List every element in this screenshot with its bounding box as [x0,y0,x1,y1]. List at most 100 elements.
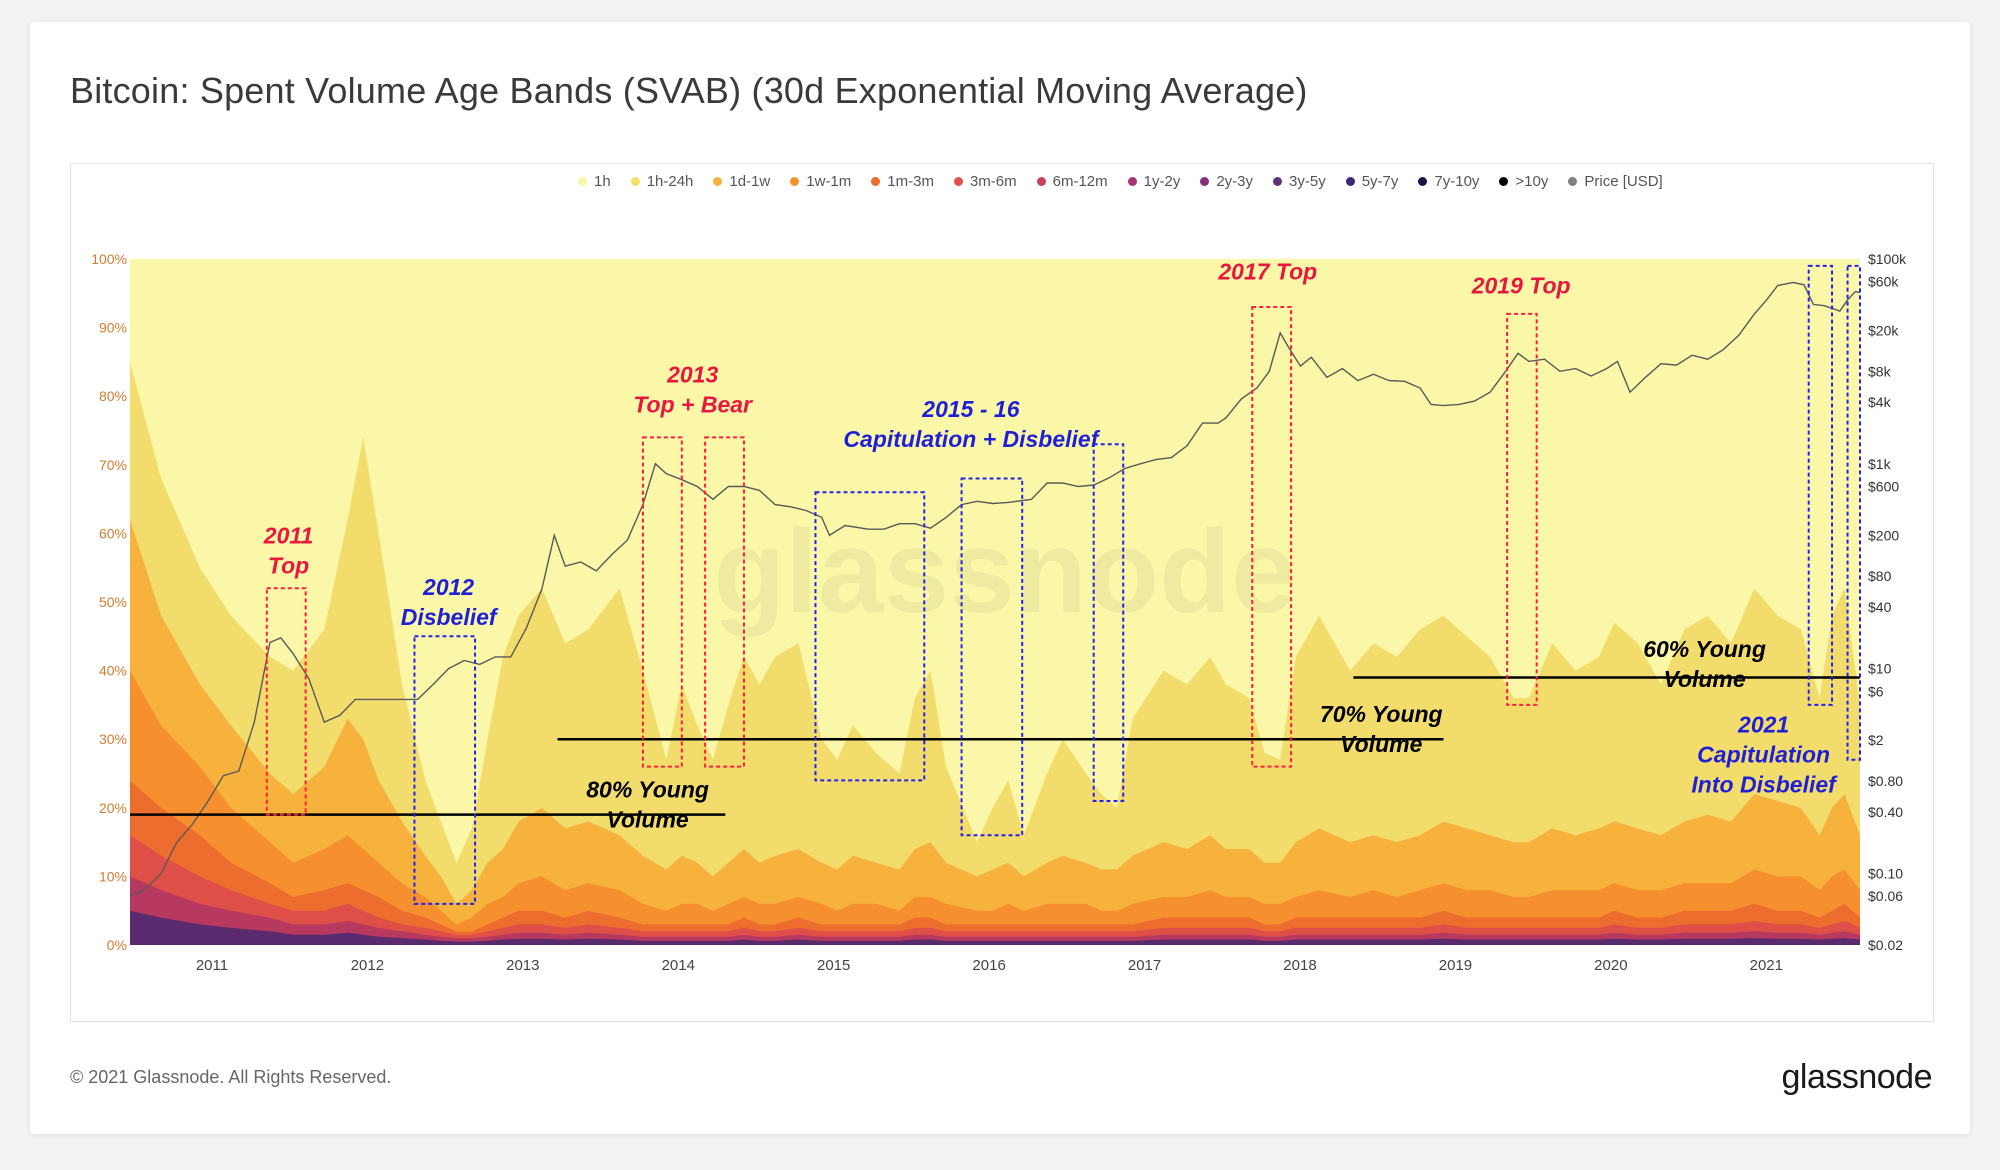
legend-label: >10y [1515,173,1549,190]
svab-chart: glassnode 0% 10% 20% 30% 40% 50% 60% 70% 80% 90% 10… [91,251,1907,974]
threshold-label: Volume [606,807,688,833]
annotation-label: 2012 [422,574,474,600]
annotation-label: 2013 [666,361,718,387]
legend-label: 2y-3y [1216,173,1254,190]
x-tick: 2011 [196,957,228,974]
y-right-tick: $20k [1868,323,1899,339]
legend-item-5[interactable]: 3m-6m [953,173,1017,190]
annotation-label: 2019 Top [1471,272,1571,298]
y-right-tick: $600 [1868,479,1899,495]
legend-item-12[interactable]: >10y [1499,173,1548,190]
legend-item-4[interactable]: 1m-3m [871,173,934,190]
x-tick: 2018 [1283,957,1316,974]
band-1h-24h [130,361,1860,945]
y-left-tick: 30% [99,731,127,747]
annotation-box [1251,306,1293,768]
x-tick: 2021 [1750,957,1783,974]
legend-item-2[interactable]: 1d-1w [713,173,770,190]
y-left-tick: 60% [99,525,127,541]
legend-label: 1d-1w [729,173,771,190]
threshold-label: 70% Young [1320,701,1443,727]
x-tick: 2013 [506,957,539,974]
legend-dot [1418,177,1428,186]
y-right-tick: $0.80 [1868,773,1903,789]
chart-panel: glassnode 0% 10% 20% 30% 40% 50% 60% 70% 80% 90% 10… [70,163,1934,1022]
annotation-label: Into Disbelief [1691,771,1838,797]
legend-dot [790,177,800,186]
annotation-box [641,436,683,768]
y-right-tick: $200 [1868,527,1899,543]
y-right-tick: $40 [1868,599,1892,615]
annotation-label: Top [268,553,309,579]
y-left-tick: 100% [91,251,127,267]
annotation-label: Disbelief [401,604,499,630]
y-right-tick: $80 [1868,568,1892,584]
legend-item-8[interactable]: 2y-3y [1200,173,1253,190]
annotation-box [704,436,745,768]
annotation-box [1092,443,1125,802]
legend-dot [1127,177,1137,186]
legend-item-11[interactable]: 7y-10y [1418,173,1479,190]
annotation-label: 2017 Top [1217,259,1317,285]
legend-item-7[interactable]: 1y-2y [1127,173,1181,190]
legend-item-13[interactable]: Price [USD] [1568,173,1663,190]
annotation-label: Capitulation [1697,741,1830,767]
legend-item-1[interactable]: 1h-24h [630,173,694,190]
legend-item-6[interactable]: 6m-12m [1036,173,1108,190]
y-right-tick: $0.10 [1868,865,1903,881]
legend-label: 1m-3m [887,173,934,190]
band-1d-1w [130,519,1860,945]
legend-label: 3m-6m [969,173,1017,190]
y-left-tick: 0% [107,937,127,953]
y-right-tick: $6 [1868,683,1884,699]
legend-item-10[interactable]: 5y-7y [1345,173,1399,190]
annotation-label: Capitulation + Disbelief [843,426,1100,452]
x-tick: 2015 [817,957,850,974]
x-tick: 2016 [972,957,1005,974]
legend-label: 5y-7y [1361,173,1399,190]
y-left-tick: 70% [99,457,127,473]
legend-dot [713,177,723,186]
copyright-footer: © 2021 Glassnode. All Rights Reserved. [70,1067,392,1087]
y-left-tick: 80% [99,388,127,404]
legend-dot [1273,177,1283,186]
threshold-label: Volume [1340,731,1422,757]
threshold-label: Volume [1663,666,1745,692]
legend-dot [578,177,587,186]
legend-label: 1h [594,173,611,190]
legend-dot [1499,177,1509,186]
brand-logo: glassnode [1781,1058,1932,1096]
annotation-label: 2015 - 16 [921,396,1019,422]
y-right-tick: $0.40 [1868,804,1903,820]
price-line [129,281,1861,897]
y-right-tick: $10 [1868,661,1892,677]
annotation-label: 2021 [1737,711,1789,737]
x-tick: 2019 [1439,957,1472,974]
y-left-tick: 50% [99,594,127,610]
chart-title: Bitcoin: Spent Volume Age Bands (SVAB) (… [70,70,1308,111]
y-right-tick: $60k [1868,274,1899,290]
legend-item-9[interactable]: 3y-5y [1273,173,1326,190]
legend-item-3[interactable]: 1w-1m [790,173,851,190]
legend-label: 1h-24h [646,173,694,190]
threshold-label: 80% Young [586,777,709,803]
watermark: glassnode [713,506,1297,638]
legend-label: Price [USD] [1584,173,1663,190]
legend-dot [1345,177,1355,186]
y-right-tick: $2 [1868,732,1884,748]
legend-dot [1568,177,1578,186]
legend-label: 6m-12m [1052,173,1108,190]
annotation-box [1506,312,1538,706]
y-left-tick: 90% [99,320,127,336]
legend-dot [630,177,640,186]
x-tick: 2012 [351,957,384,974]
legend-label: 1y-2y [1143,173,1181,190]
annotation-label: Top + Bear [633,391,753,417]
legend-dot [1200,177,1210,186]
legend-item-0[interactable]: 1h [578,173,611,190]
y-right-tick: $8k [1868,363,1892,379]
y-left-tick: 40% [99,663,127,679]
y-right-tick: $1k [1868,456,1892,472]
x-tick: 2014 [662,957,695,974]
y-right-tick: $4k [1868,394,1892,410]
